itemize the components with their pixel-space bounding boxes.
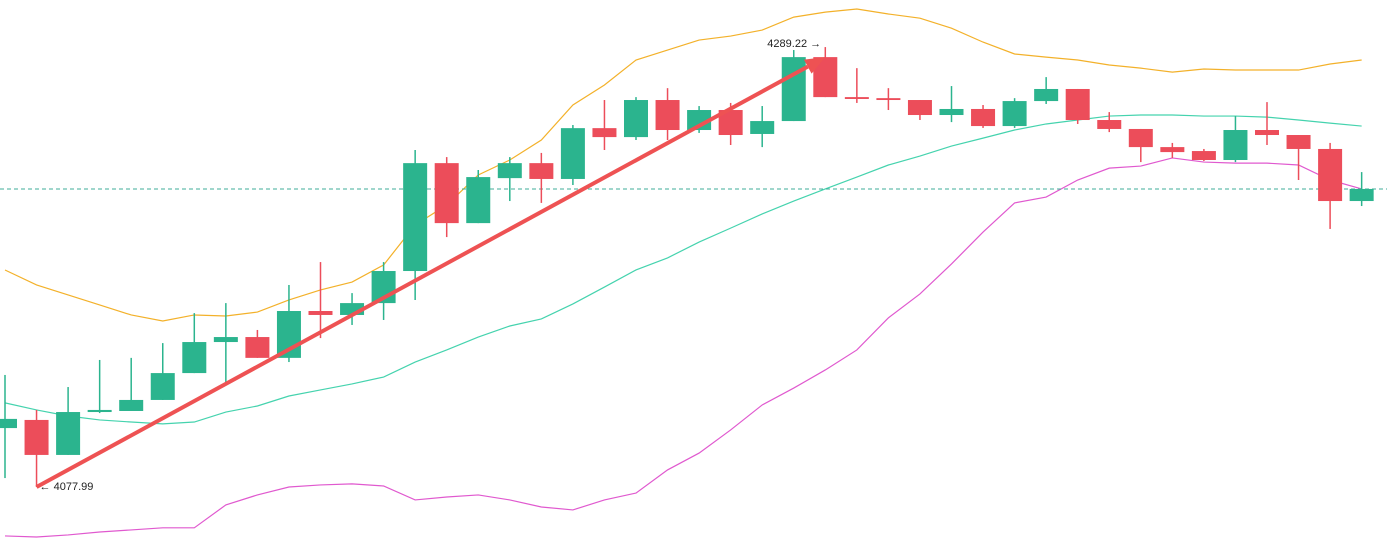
candle-body xyxy=(1191,151,1216,161)
low-label: ← 4077.99 xyxy=(40,481,94,493)
candle-body xyxy=(971,108,996,127)
candle-body xyxy=(403,163,428,272)
candle-body xyxy=(1034,88,1059,102)
candle-body xyxy=(939,108,964,116)
candle-body xyxy=(1128,128,1153,148)
candle-body xyxy=(56,412,81,455)
candle-body xyxy=(876,98,901,101)
candle-body xyxy=(1255,130,1279,136)
candle-body xyxy=(119,399,144,411)
band-line xyxy=(4,157,1362,538)
candle-body xyxy=(592,128,617,138)
candle-body xyxy=(1160,147,1185,153)
candle-body xyxy=(655,100,680,131)
candle-body xyxy=(529,163,554,179)
band-line xyxy=(4,114,1362,425)
candle-body xyxy=(87,409,112,413)
high-label: 4289.22 → xyxy=(767,38,821,50)
trend-arrow xyxy=(35,64,809,489)
candle-body xyxy=(213,337,238,343)
candle-body xyxy=(466,177,491,224)
candle-body xyxy=(1286,135,1311,149)
candle-body xyxy=(182,342,207,374)
candle-body xyxy=(781,57,806,122)
trend-arrow-head xyxy=(803,57,826,74)
candle-body xyxy=(750,121,775,134)
band-line xyxy=(4,8,1362,322)
candle-body xyxy=(308,311,333,315)
candle-body xyxy=(24,419,49,455)
candle-body xyxy=(434,163,459,224)
candle-body xyxy=(0,418,17,429)
candle-body xyxy=(560,128,585,179)
candle-body xyxy=(150,373,175,400)
candle-body xyxy=(497,163,522,179)
candle-body xyxy=(687,110,712,131)
candle-body xyxy=(1349,188,1374,202)
candle-body xyxy=(1065,88,1090,121)
candle-body xyxy=(1318,148,1343,202)
candle-body xyxy=(844,97,869,99)
candle-body xyxy=(340,303,365,315)
candle-body xyxy=(907,100,932,116)
candle-body xyxy=(1223,130,1248,161)
candle-body xyxy=(1097,120,1122,129)
candle-body xyxy=(1002,101,1027,127)
candle-body xyxy=(245,337,270,358)
candle-body xyxy=(624,100,648,138)
